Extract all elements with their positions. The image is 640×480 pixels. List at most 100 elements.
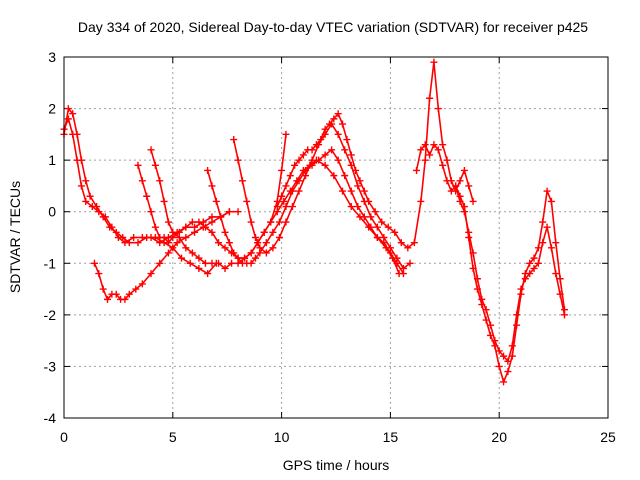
data-point <box>347 187 355 195</box>
data-point <box>500 352 508 360</box>
data-point <box>234 208 242 216</box>
data-point <box>556 275 564 283</box>
data-point <box>112 228 120 236</box>
series-track-10 <box>452 182 568 365</box>
data-point <box>452 182 460 190</box>
series-track-3 <box>90 208 233 303</box>
x-tick-label: 10 <box>274 429 290 445</box>
data-point <box>288 203 296 211</box>
data-point <box>397 239 405 247</box>
data-point <box>132 285 140 293</box>
data-point <box>82 197 90 205</box>
data-point <box>371 208 379 216</box>
data-point <box>426 151 434 159</box>
data-point <box>243 197 251 205</box>
data-point <box>406 259 414 267</box>
data-point <box>495 347 503 355</box>
data-point <box>278 192 286 200</box>
data-point <box>93 203 101 211</box>
data-point <box>556 290 564 298</box>
x-tick-label: 5 <box>169 429 177 445</box>
data-point <box>500 378 508 386</box>
data-point <box>164 239 172 247</box>
data-point <box>208 228 216 236</box>
data-point <box>380 234 388 241</box>
data-point <box>208 259 216 267</box>
data-point <box>262 249 270 257</box>
data-point <box>341 172 349 180</box>
data-point <box>247 249 255 257</box>
data-point <box>508 342 516 350</box>
plot-frame <box>63 56 609 419</box>
data-point <box>214 239 222 247</box>
data-point <box>251 254 259 262</box>
data-point <box>130 234 138 241</box>
data-point <box>288 187 296 195</box>
data-point <box>378 218 386 226</box>
data-point <box>295 156 303 164</box>
data-point <box>513 311 521 319</box>
data-point <box>321 125 329 133</box>
data-point <box>260 228 268 236</box>
data-point <box>143 192 151 200</box>
data-point <box>469 249 477 257</box>
data-point <box>347 151 355 159</box>
data-point <box>134 161 142 169</box>
data-point <box>352 166 360 174</box>
data-point <box>486 321 494 329</box>
data-point <box>156 177 164 185</box>
data-point <box>330 172 338 180</box>
data-point <box>234 254 242 262</box>
data-point <box>365 197 373 205</box>
data-point <box>341 146 349 154</box>
data-point <box>186 259 194 267</box>
data-point <box>534 259 542 267</box>
data-point <box>302 172 310 180</box>
data-point <box>373 234 381 241</box>
data-point <box>230 136 238 144</box>
data-point <box>469 197 477 205</box>
data-point <box>169 228 177 236</box>
data-point <box>106 223 114 231</box>
data-point <box>156 259 164 267</box>
data-point <box>256 244 264 252</box>
data-point <box>373 223 381 231</box>
data-point <box>77 182 85 190</box>
data-point <box>77 156 85 164</box>
data-point <box>360 213 368 221</box>
data-point <box>547 197 555 205</box>
data-point <box>104 295 112 303</box>
data-point <box>204 166 212 174</box>
data-point <box>339 120 347 128</box>
data-point <box>410 239 418 247</box>
data-point <box>212 197 220 205</box>
y-tick-label: 2 <box>48 101 56 117</box>
data-point <box>188 249 196 257</box>
data-point <box>321 161 329 169</box>
data-point <box>69 110 77 118</box>
data-point <box>513 321 521 329</box>
data-point <box>247 218 255 226</box>
series-track-2 <box>60 105 220 278</box>
data-point <box>119 234 127 241</box>
x-tick-label: 20 <box>491 429 507 445</box>
data-point <box>147 270 155 278</box>
data-point <box>517 285 525 293</box>
data-point <box>269 228 277 236</box>
data-point <box>278 166 286 174</box>
data-point <box>147 208 155 216</box>
data-point <box>460 166 468 174</box>
data-series <box>60 58 568 386</box>
y-tick-label: -1 <box>44 255 57 271</box>
series-line <box>93 211 230 301</box>
data-point <box>228 259 236 267</box>
data-point <box>251 234 259 241</box>
data-point <box>225 208 233 216</box>
data-point <box>138 177 146 185</box>
data-point <box>208 182 216 190</box>
data-point <box>147 146 155 154</box>
data-point <box>539 239 547 247</box>
data-point <box>308 146 316 154</box>
data-point <box>504 357 512 365</box>
data-point <box>334 156 342 164</box>
